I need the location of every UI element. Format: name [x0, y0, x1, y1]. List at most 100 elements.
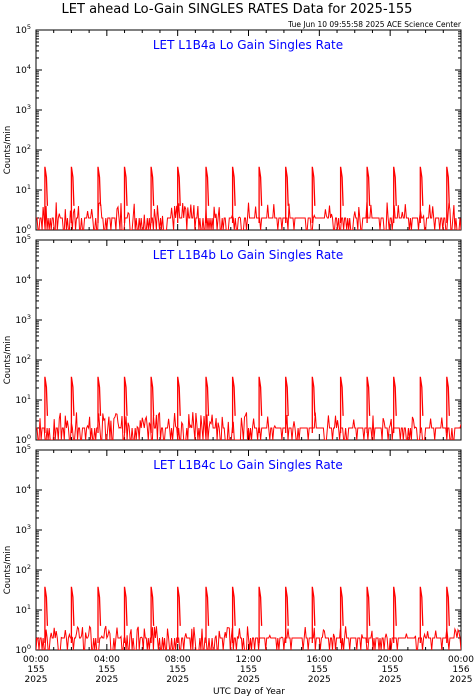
y-tick-label: 100 — [15, 223, 31, 236]
spike-5 — [150, 166, 155, 223]
spike-9 — [258, 166, 263, 223]
spike-10 — [285, 586, 289, 643]
spike-15 — [419, 586, 424, 643]
panels-group: 100 101 102 103 104 105 LET L1B4a Lo Gain Sing… — [3, 23, 462, 656]
spike-11 — [311, 166, 316, 223]
x-tick-label: 12:00 — [236, 655, 262, 665]
data-series — [36, 166, 461, 230]
spike-12 — [339, 376, 344, 433]
spike-6 — [177, 166, 181, 223]
y-tick-label: 102 — [15, 353, 31, 366]
x-tick-label: 156 — [452, 665, 469, 675]
x-tick-label: 08:00 — [165, 655, 191, 665]
x-axis-labels: 00:00155202504:00155202508:00155202512:0… — [23, 655, 474, 685]
spike-1 — [44, 166, 49, 223]
spike-2 — [70, 586, 75, 643]
spike-9 — [258, 376, 263, 433]
y-tick-label: 105 — [15, 233, 31, 246]
x-tick-label: 16:00 — [306, 655, 332, 665]
spike-13 — [366, 586, 371, 643]
spike-16 — [446, 586, 450, 643]
data-series — [36, 586, 461, 650]
spike-5 — [150, 586, 155, 643]
y-tick-label: 102 — [15, 563, 31, 576]
spike-3 — [97, 166, 102, 223]
panel-title: LET L1B4b Lo Gain Singles Rate — [153, 248, 344, 262]
y-axis-label: Counts/min — [3, 336, 13, 385]
generation-timestamp: Tue Jun 10 09:55:58 2025 ACE Science Cen… — [287, 20, 462, 29]
panel-2: 100 101 102 103 104 105 LET L1B4b Lo Gain Sing… — [3, 233, 462, 446]
x-tick-label: 20:00 — [377, 655, 403, 665]
y-tick-label: 101 — [15, 603, 31, 616]
spike-7 — [205, 166, 210, 223]
spike-16 — [446, 376, 450, 433]
y-tick-label: 104 — [15, 483, 31, 496]
y-tick-label: 103 — [15, 523, 31, 536]
x-tick-label: 2025 — [450, 675, 473, 685]
x-tick-label: 155 — [27, 665, 44, 675]
spike-7 — [205, 376, 210, 433]
y-tick-label: 100 — [15, 433, 31, 446]
spike-15 — [419, 166, 424, 223]
spike-12 — [339, 586, 344, 643]
x-tick-label: 2025 — [379, 675, 402, 685]
spike-1 — [44, 586, 49, 643]
spike-3 — [97, 376, 102, 433]
baseline-trace — [36, 625, 461, 650]
spike-13 — [366, 166, 371, 223]
spike-8 — [231, 586, 236, 643]
spike-14 — [393, 166, 397, 223]
spike-3 — [97, 586, 102, 643]
x-tick-label: 155 — [169, 665, 186, 675]
x-tick-label: 155 — [98, 665, 115, 675]
spike-8 — [231, 376, 236, 433]
spike-11 — [311, 586, 316, 643]
spike-12 — [339, 166, 344, 223]
x-tick-label: 155 — [311, 665, 328, 675]
baseline-trace — [36, 202, 461, 230]
y-tick-label: 101 — [15, 183, 31, 196]
x-tick-label: 00:00 — [23, 655, 49, 665]
y-tick-label: 105 — [15, 23, 31, 36]
spike-7 — [205, 586, 210, 643]
spike-4 — [123, 166, 128, 223]
y-axis-label: Counts/min — [3, 546, 13, 595]
spike-10 — [285, 376, 289, 433]
spike-4 — [123, 376, 128, 433]
x-tick-label: 155 — [382, 665, 399, 675]
spike-9 — [258, 586, 263, 643]
x-tick-label: 2025 — [166, 675, 189, 685]
figure-title: LET ahead Lo-Gain SINGLES RATES Data for… — [62, 2, 413, 17]
panel-title: LET L1B4c Lo Gain Singles Rate — [153, 458, 343, 472]
x-tick-label: 2025 — [25, 675, 48, 685]
y-tick-label: 104 — [15, 273, 31, 286]
y-tick-label: 100 — [15, 643, 31, 656]
spike-6 — [177, 376, 181, 433]
data-series — [36, 376, 461, 440]
spike-13 — [366, 376, 371, 433]
spike-6 — [177, 586, 181, 643]
panel-title: LET L1B4a Lo Gain Singles Rate — [153, 38, 343, 52]
x-tick-label: 2025 — [95, 675, 118, 685]
spike-11 — [311, 376, 316, 433]
baseline-trace — [36, 412, 461, 440]
y-tick-label: 101 — [15, 393, 31, 406]
spike-16 — [446, 166, 450, 223]
spike-15 — [419, 376, 424, 433]
spike-8 — [231, 166, 236, 223]
y-tick-label: 103 — [15, 313, 31, 326]
x-tick-label: 2025 — [237, 675, 260, 685]
y-tick-label: 104 — [15, 63, 31, 76]
x-axis-title: UTC Day of Year — [213, 687, 285, 697]
spike-5 — [150, 376, 155, 433]
x-tick-label: 00:00 — [448, 655, 474, 665]
y-tick-label: 105 — [15, 443, 31, 456]
panel-1: 100 101 102 103 104 105 LET L1B4a Lo Gain Sing… — [3, 23, 462, 236]
panel-3: 100 101 102 103 104 105 LET L1B4c Lo Gain Sing… — [3, 443, 462, 656]
y-tick-label: 103 — [15, 103, 31, 116]
y-axis-label: Counts/min — [3, 126, 13, 175]
spike-14 — [393, 376, 397, 433]
x-tick-label: 155 — [240, 665, 257, 675]
x-tick-label: 2025 — [308, 675, 331, 685]
